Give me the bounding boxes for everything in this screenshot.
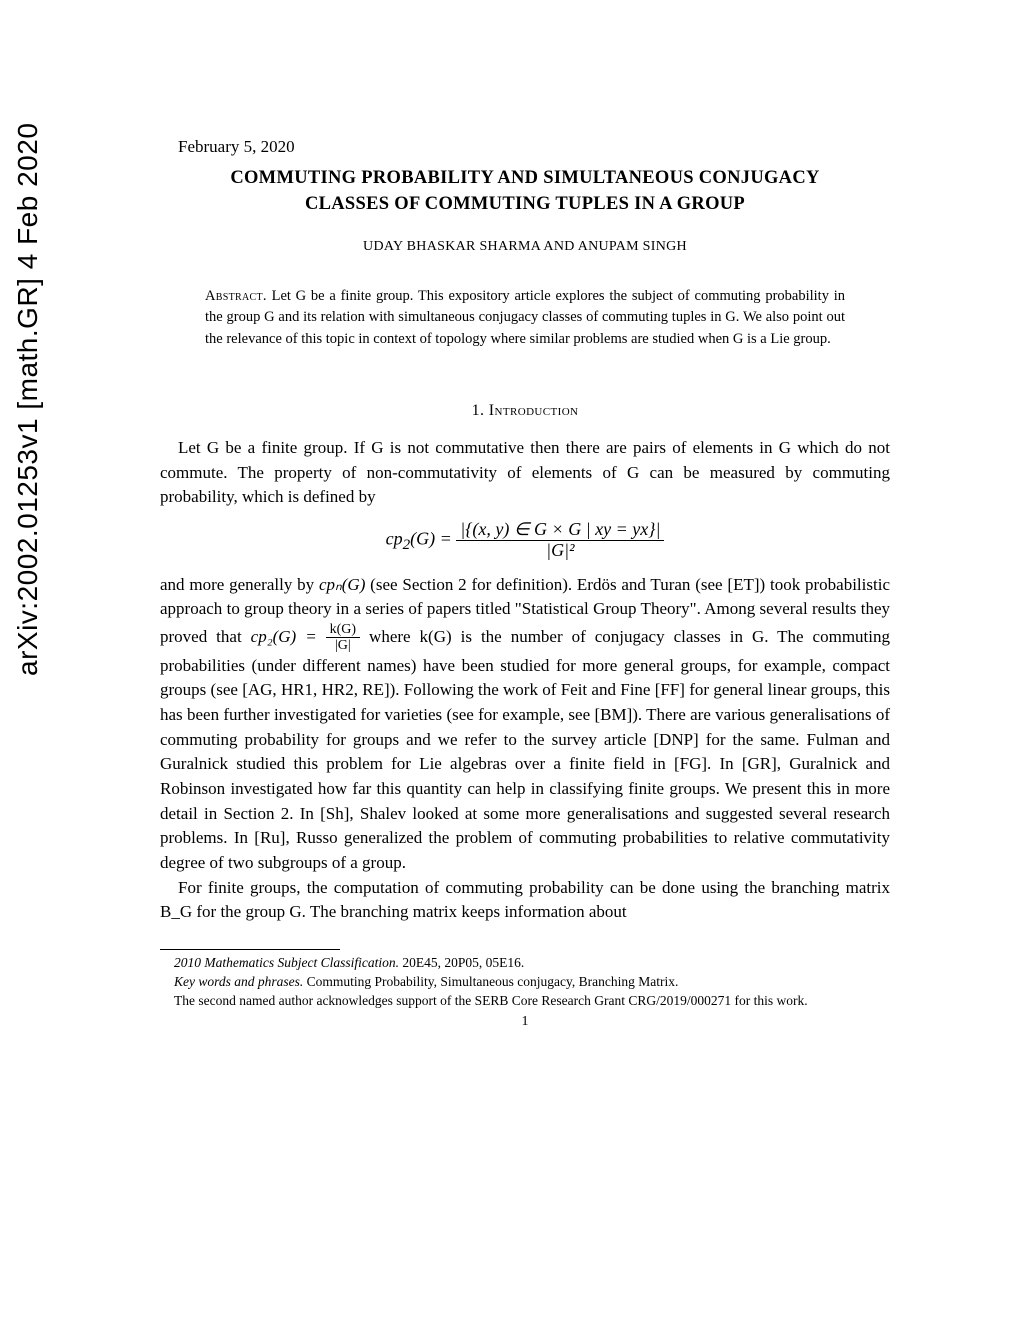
footnote-keywords: Key words and phrases. Commuting Probabi… — [160, 973, 890, 992]
eq-den: |G|² — [456, 541, 664, 561]
intro-para-1: Let G be a finite group. If G is not com… — [160, 436, 890, 510]
p2-frac-num: k(G) — [326, 622, 360, 638]
p2c: where k(G) is the number of conjugacy cl… — [160, 627, 890, 872]
p2a: and more generally by — [160, 575, 319, 594]
eq-num: |{(x, y) ∈ G × G | xy = yx}| — [456, 520, 664, 541]
title-line-2: CLASSES OF COMMUTING TUPLES IN A GROUP — [305, 194, 745, 214]
eq-arg: (G) = — [410, 529, 456, 549]
footnote-msc-body: 20E45, 20P05, 05E16. — [399, 955, 524, 970]
abstract: Abstract. Let G be a finite group. This … — [205, 286, 845, 351]
eq-frac: |{(x, y) ∈ G × G | xy = yx}||G|² — [456, 520, 664, 561]
abstract-body: Let G be a finite group. This expository… — [205, 288, 845, 348]
paper-title: COMMUTING PROBABILITY AND SIMULTANEOUS C… — [160, 166, 890, 218]
footnote-msc: 2010 Mathematics Subject Classification.… — [160, 954, 890, 973]
footnote-rule — [160, 949, 340, 950]
arxiv-stamp: arXiv:2002.01253v1 [math.GR] 4 Feb 2020 — [12, 123, 44, 676]
footnote-keywords-body: Commuting Probability, Simultaneous conj… — [303, 974, 678, 989]
section-heading-intro: 1. Introduction — [160, 399, 890, 422]
abstract-label: Abstract. — [205, 288, 267, 304]
p2-frac: k(G)|G| — [326, 622, 360, 654]
p2-eq: cp₂(G) = — [251, 627, 326, 646]
eq-sub: 2 — [403, 537, 411, 553]
intro-para-3: For finite groups, the computation of co… — [160, 876, 890, 925]
page-number: 1 — [160, 1012, 890, 1032]
title-line-1: COMMUTING PROBABILITY AND SIMULTANEOUS C… — [230, 168, 819, 188]
footnote-keywords-label: Key words and phrases. — [174, 974, 303, 989]
footnote-ack: The second named author acknowledges sup… — [160, 992, 890, 1011]
eq-lhs: cp — [386, 529, 403, 549]
p2-cpn: cpₙ(G) — [319, 575, 365, 594]
p2-frac-den: |G| — [326, 638, 360, 653]
authors: UDAY BHASKAR SHARMA AND ANUPAM SINGH — [160, 237, 890, 257]
footnote-msc-label: 2010 Mathematics Subject Classification. — [174, 955, 399, 970]
intro-para-2: and more generally by cpₙ(G) (see Sectio… — [160, 573, 890, 876]
page-content: February 5, 2020 COMMUTING PROBABILITY A… — [0, 0, 1020, 1093]
submission-date: February 5, 2020 — [160, 135, 890, 160]
equation-cp2: cp2(G) = |{(x, y) ∈ G × G | xy = yx}||G|… — [160, 520, 890, 561]
